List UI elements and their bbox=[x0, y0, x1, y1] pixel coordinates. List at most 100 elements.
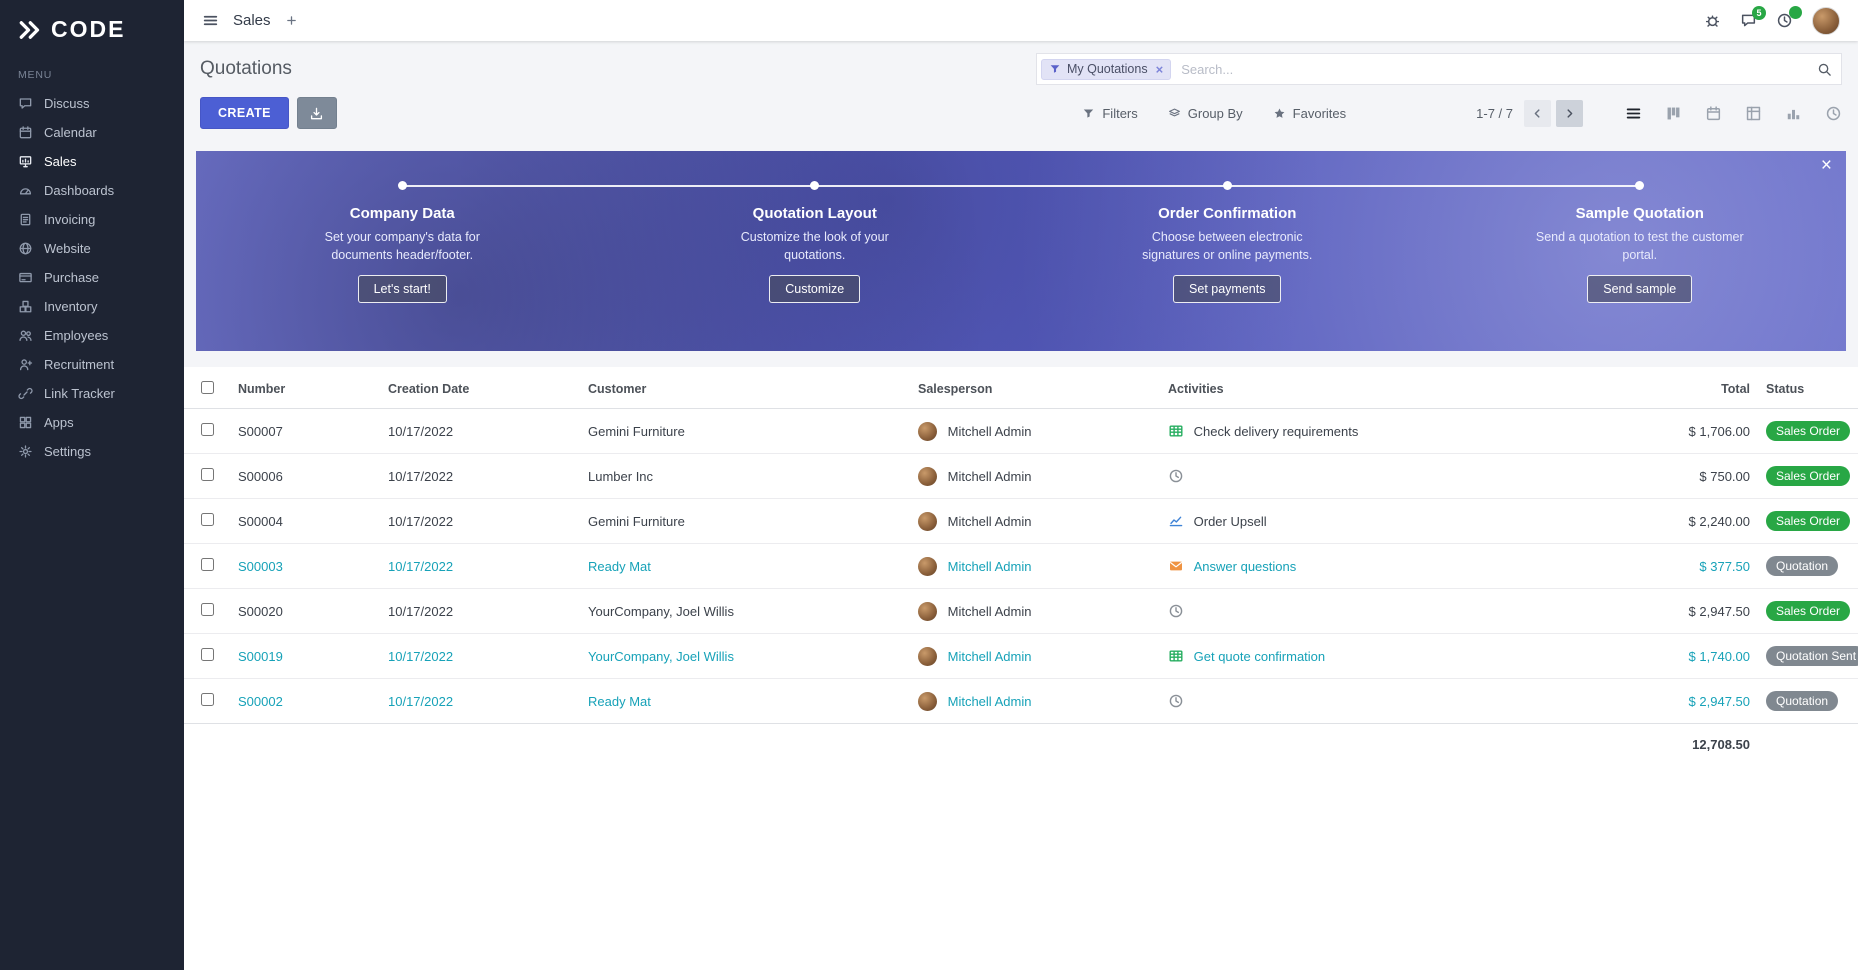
sidebar-item-label: Recruitment bbox=[44, 357, 115, 372]
step-action-button[interactable]: Customize bbox=[769, 275, 861, 303]
creation-date: 10/17/2022 bbox=[388, 423, 454, 439]
invoicing-icon bbox=[18, 212, 33, 227]
step-action-button[interactable]: Set payments bbox=[1173, 275, 1282, 303]
quotation-number: S00019 bbox=[230, 633, 380, 679]
column-header-number[interactable]: Number bbox=[230, 367, 380, 409]
favorites-button[interactable]: Favorites bbox=[1273, 106, 1346, 121]
facet-remove-icon[interactable]: × bbox=[1155, 61, 1164, 77]
star-icon bbox=[1273, 107, 1286, 120]
pager-next-button[interactable] bbox=[1556, 99, 1583, 127]
table-row-S00003[interactable]: S00003 10/17/2022 Ready Mat Mitchell Adm… bbox=[184, 543, 1858, 589]
sum-total: 12,708.50 bbox=[1598, 723, 1758, 766]
select-all-checkbox[interactable] bbox=[200, 381, 214, 394]
column-header-creation-date[interactable]: Creation Date bbox=[380, 367, 580, 409]
view-switch-pivot-icon[interactable] bbox=[1745, 105, 1762, 122]
table-row-S00020[interactable]: S00020 10/17/2022 YourCompany, Joel Will… bbox=[184, 588, 1858, 634]
add-tab-icon[interactable] bbox=[285, 14, 298, 27]
sidebar-item-dashboards[interactable]: Dashboards bbox=[0, 176, 184, 205]
sidebar-item-settings[interactable]: Settings bbox=[0, 437, 184, 466]
table-row-S00007[interactable]: S00007 10/17/2022 Gemini Furniture Mitch… bbox=[184, 409, 1858, 454]
filters-button[interactable]: Filters bbox=[1082, 106, 1138, 121]
step-description: Send a quotation to test the customer po… bbox=[1535, 230, 1744, 262]
activity-label[interactable]: Check delivery requirements bbox=[1193, 423, 1359, 439]
activity-label[interactable]: Answer questions bbox=[1193, 558, 1297, 574]
view-switch-graph-icon[interactable] bbox=[1785, 105, 1802, 122]
view-switch-activity-icon[interactable] bbox=[1825, 105, 1842, 122]
table-row-S00006[interactable]: S00006 10/17/2022 Lumber Inc Mitchell Ad… bbox=[184, 453, 1858, 499]
sidebar-item-sales[interactable]: Sales bbox=[0, 147, 184, 176]
customer-name: Gemini Furniture bbox=[580, 498, 910, 544]
sidebar-item-inventory[interactable]: Inventory bbox=[0, 292, 184, 321]
onboarding-banner: × Company Data Set your company's data f… bbox=[196, 151, 1846, 351]
column-header-status[interactable]: Status bbox=[1758, 367, 1858, 409]
sidebar-item-purchase[interactable]: Purchase bbox=[0, 263, 184, 292]
sidebar-item-calendar[interactable]: Calendar bbox=[0, 118, 184, 147]
sidebar-item-website[interactable]: Website bbox=[0, 234, 184, 263]
view-switch-kanban-icon[interactable] bbox=[1665, 105, 1682, 122]
step-dot bbox=[1635, 181, 1645, 190]
quotation-number: S00007 bbox=[238, 423, 283, 439]
salesperson-avatar bbox=[918, 601, 937, 621]
sidebar-item-link-tracker[interactable]: Link Tracker bbox=[0, 379, 184, 408]
creation-date: 10/17/2022 bbox=[380, 453, 580, 499]
search-icon[interactable] bbox=[1817, 62, 1832, 77]
sidebar-item-label: Invoicing bbox=[44, 212, 96, 227]
step-dot bbox=[1222, 181, 1232, 190]
table-row-S00002[interactable]: S00002 10/17/2022 Ready Mat Mitchell Adm… bbox=[184, 678, 1858, 724]
row-checkbox[interactable] bbox=[200, 513, 214, 526]
column-header-activities[interactable]: Activities bbox=[1160, 367, 1598, 409]
row-checkbox[interactable] bbox=[200, 648, 214, 661]
customer-name: Lumber Inc bbox=[580, 453, 910, 499]
view-switch-list-icon[interactable] bbox=[1625, 105, 1642, 122]
user-avatar[interactable] bbox=[1812, 6, 1840, 35]
activity-clock-icon bbox=[1168, 603, 1184, 619]
quotation-number: S00020 bbox=[230, 588, 380, 634]
favorites-label: Favorites bbox=[1292, 105, 1347, 121]
activity-label[interactable]: Order Upsell bbox=[1193, 513, 1267, 529]
messages-icon[interactable]: 5 bbox=[1740, 6, 1766, 29]
sidebar-item-recruitment[interactable]: Recruitment bbox=[0, 350, 184, 379]
creation-date: 10/17/2022 bbox=[380, 633, 580, 679]
activity-clock-icon bbox=[1168, 693, 1184, 709]
banner-close-icon[interactable]: × bbox=[1820, 155, 1832, 176]
row-checkbox[interactable] bbox=[200, 558, 214, 571]
sidebar-item-employees[interactable]: Employees bbox=[0, 321, 184, 350]
group-by-icon bbox=[1168, 107, 1181, 120]
link-icon bbox=[18, 386, 33, 401]
sidebar-item-invoicing[interactable]: Invoicing bbox=[0, 205, 184, 234]
activity-label[interactable]: Get quote confirmation bbox=[1193, 648, 1326, 664]
bug-icon[interactable] bbox=[1704, 12, 1721, 29]
export-button[interactable] bbox=[296, 97, 337, 129]
group-by-button[interactable]: Group By bbox=[1168, 106, 1243, 121]
column-header-customer[interactable]: Customer bbox=[580, 367, 910, 409]
list-view: Number Creation Date Customer Salesperso… bbox=[184, 367, 1858, 970]
step-action-button[interactable]: Let's start! bbox=[357, 275, 447, 303]
pager-previous-button[interactable] bbox=[1524, 99, 1551, 127]
row-checkbox[interactable] bbox=[200, 603, 214, 616]
sidebar-item-discuss[interactable]: Discuss bbox=[0, 89, 184, 118]
search-bar[interactable]: My Quotations × Search... bbox=[1036, 53, 1842, 85]
hamburger-menu-icon[interactable] bbox=[202, 12, 219, 29]
table-row-S00019[interactable]: S00019 10/17/2022 YourCompany, Joel Will… bbox=[184, 633, 1858, 679]
column-header-salesperson[interactable]: Salesperson bbox=[910, 367, 1160, 409]
sidebar-item-apps[interactable]: Apps bbox=[0, 408, 184, 437]
row-checkbox[interactable] bbox=[200, 468, 214, 481]
salesperson-avatar bbox=[918, 646, 937, 666]
create-button[interactable]: CREATE bbox=[200, 97, 289, 129]
table-row-S00004[interactable]: S00004 10/17/2022 Gemini Furniture Mitch… bbox=[184, 498, 1858, 544]
column-header-total[interactable]: Total bbox=[1598, 367, 1758, 409]
website-icon bbox=[18, 241, 33, 256]
app-logo[interactable]: CODE bbox=[0, 0, 184, 53]
step-description: Choose between electronic signatures or … bbox=[1142, 230, 1313, 262]
row-checkbox[interactable] bbox=[200, 693, 214, 706]
dashboards-icon bbox=[18, 183, 33, 198]
search-facet[interactable]: My Quotations × bbox=[1041, 58, 1172, 80]
quotation-number: S00002 bbox=[230, 678, 380, 724]
activities-clock-icon[interactable] bbox=[1776, 6, 1802, 29]
row-checkbox[interactable] bbox=[200, 423, 214, 436]
step-title: Order Confirmation bbox=[1158, 205, 1297, 222]
activity-clock-icon bbox=[1168, 468, 1184, 484]
view-switch-calendar-icon[interactable] bbox=[1705, 105, 1722, 122]
step-action-button[interactable]: Send sample bbox=[1587, 275, 1693, 303]
current-app-name[interactable]: Sales bbox=[233, 12, 271, 29]
